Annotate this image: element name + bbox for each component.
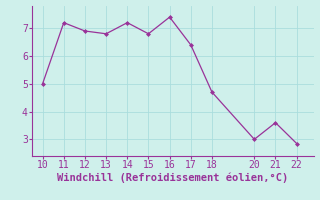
X-axis label: Windchill (Refroidissement éolien,°C): Windchill (Refroidissement éolien,°C): [57, 173, 288, 183]
